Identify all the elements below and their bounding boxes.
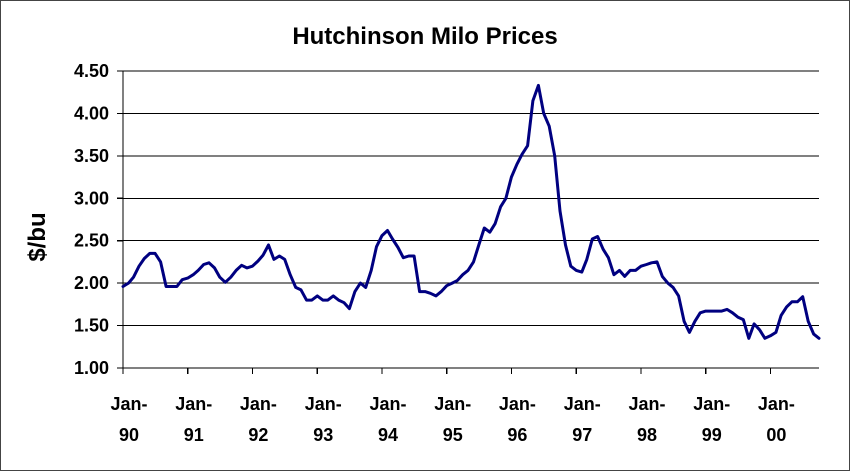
y-tick-label: 4.50: [74, 61, 109, 81]
x-tick-label-month: Jan-: [564, 394, 601, 414]
x-tick-label-month: Jan-: [693, 394, 730, 414]
x-tick-label-month: Jan-: [305, 394, 342, 414]
x-axis-ticks: Jan- 90 Jan- 91 Jan- 92 Jan- 93 Jan- 94 Jan- 95 Jan-…: [110, 368, 795, 445]
y-axis-label: $/bu: [24, 212, 51, 261]
gridlines: [123, 70, 819, 327]
y-axis-ticks: 1.00 1.50 2.00 2.50 3.00 3.50 4.00 4.50: [74, 61, 123, 378]
x-tick-label-month: Jan-: [629, 394, 666, 414]
x-tick-label-year: 90: [119, 425, 139, 445]
x-tick-label-year: 94: [378, 425, 398, 445]
y-tick-label: 2.00: [74, 273, 109, 293]
y-tick-label: 1.50: [74, 316, 109, 336]
x-tick-label-year: 95: [443, 425, 463, 445]
chart-title: Hutchinson Milo Prices: [292, 23, 557, 50]
x-tick-label-year: 93: [313, 425, 333, 445]
series: [121, 83, 821, 340]
price-series-line: [121, 83, 821, 340]
x-tick-label-month: Jan-: [369, 394, 406, 414]
x-tick-label-month: Jan-: [499, 394, 536, 414]
y-tick-label: 4.00: [74, 103, 109, 123]
axes: [122, 71, 819, 369]
x-tick-label-month: Jan-: [175, 394, 212, 414]
y-tick-label: 2.50: [74, 231, 109, 251]
x-tick-label-year: 98: [637, 425, 657, 445]
y-tick-label: 3.50: [74, 146, 109, 166]
x-tick-label-month: Jan-: [434, 394, 471, 414]
x-tick-label-year: 92: [248, 425, 268, 445]
x-tick-label-month: Jan-: [240, 394, 277, 414]
x-tick-label-month: Jan-: [758, 394, 795, 414]
y-tick-label: 1.00: [74, 358, 109, 378]
y-tick-label: 3.00: [74, 188, 109, 208]
x-tick-label-year: 91: [184, 425, 204, 445]
x-tick-label-year: 96: [507, 425, 527, 445]
x-tick-label-year: 97: [572, 425, 592, 445]
x-tick-label-month: Jan-: [110, 394, 147, 414]
x-tick-label-year: 99: [702, 425, 722, 445]
x-tick-label-year: 00: [766, 425, 786, 445]
